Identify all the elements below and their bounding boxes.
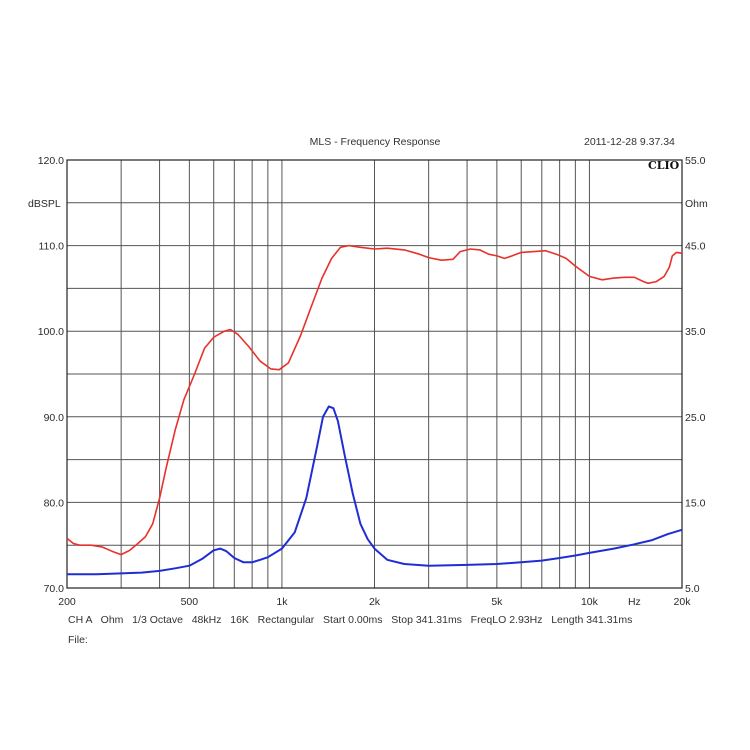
y-right-tick-label: 35.0 [685, 326, 706, 338]
timestamp: 2011-12-28 9.37.34 [584, 136, 675, 148]
x-tick-label: 10k [581, 596, 599, 608]
y-right-tick-label: 25.0 [685, 412, 706, 424]
y-left-tick-label: 90.0 [44, 412, 65, 424]
brand-logo: CLIO [648, 159, 680, 172]
y-right-tick-label: 55.0 [685, 155, 706, 167]
file-label: File: [68, 634, 88, 646]
x-tick-label: 2k [369, 596, 381, 608]
measurement-info: CH A Ohm 1/3 Octave 48kHz 16K Rectangula… [68, 614, 633, 626]
chart-title: MLS - Frequency Response [309, 136, 441, 148]
y-right-tick-label: 45.0 [685, 241, 706, 253]
plot-frame [66, 159, 683, 589]
y-right-axis-label: Ohm [685, 198, 708, 210]
y-left-tick-label: 70.0 [44, 583, 65, 595]
y-left-tick-label: 120.0 [38, 155, 64, 167]
impedance-curve [67, 405, 683, 576]
x-axis-unit-label: Hz [628, 596, 641, 608]
x-tick-label: 500 [181, 596, 199, 608]
y-left-axis-label: dBSPL [28, 198, 61, 210]
y-right-tick-label: 15.0 [685, 497, 706, 509]
y-right-tick-label: 5.0 [685, 583, 700, 595]
y-left-tick-label: 80.0 [44, 497, 65, 509]
x-tick-label: 200 [58, 596, 76, 608]
x-tick-label: 1k [276, 596, 288, 608]
y-left-tick-label: 100.0 [38, 326, 64, 338]
x-tick-label: 5k [491, 596, 503, 608]
y-left-tick-label: 110.0 [39, 241, 65, 253]
spl-curve [66, 244, 683, 556]
x-tick-label: 20k [674, 596, 692, 608]
